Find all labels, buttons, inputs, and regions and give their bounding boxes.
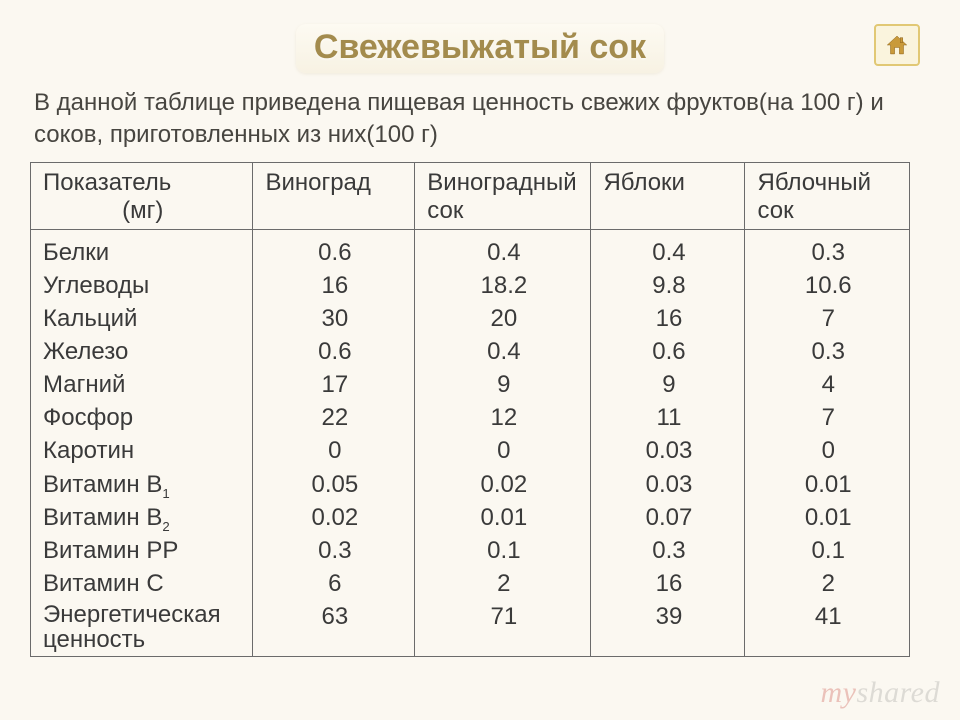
values-cell-3: 0.49.8160.69110.030.030.070.31639 [591, 229, 745, 657]
values-cell-2: 0.418.2200.491200.020.010.1271 [415, 229, 591, 657]
metric-label: Витамин С [43, 567, 242, 600]
watermark: myshared [820, 676, 940, 710]
table-value: 0 [497, 434, 510, 467]
table-value: 9.8 [652, 269, 685, 302]
table-value: 0.4 [487, 236, 520, 269]
table-value: 0 [822, 434, 835, 467]
header-metric: Показатель (мг) [31, 162, 253, 229]
table-value: 0.01 [805, 501, 852, 534]
table-value: 0.1 [812, 534, 845, 567]
header-col-3: Яблоки [591, 162, 745, 229]
subtitle: В данной таблице приведена пищевая ценно… [30, 87, 930, 152]
metric-label: Витамин В1 [43, 468, 242, 501]
table-value: 0.3 [812, 236, 845, 269]
table-value: 41 [815, 600, 842, 633]
table-value: 9 [497, 368, 510, 401]
table-value: 11 [657, 401, 682, 434]
page-title: Свежевыжатый сок [296, 24, 664, 73]
metric-label: Витамин В2 [43, 501, 242, 534]
table-value: 0 [328, 434, 341, 467]
table-value: 0.3 [318, 534, 351, 567]
metric-label: Белки [43, 236, 242, 269]
table-value: 0.01 [805, 468, 852, 501]
watermark-left: my [820, 676, 856, 709]
table-value: 0.6 [652, 335, 685, 368]
table-value: 0.02 [481, 468, 528, 501]
header-col-4: Яблочный сок [745, 162, 910, 229]
table-value: 0.03 [646, 434, 693, 467]
table-value: 0.3 [812, 335, 845, 368]
nutrition-table: Показатель (мг) Виноград Виноградный сок… [30, 162, 910, 658]
table-value: 0.02 [312, 501, 359, 534]
table-value: 10.6 [805, 269, 852, 302]
table-value: 17 [322, 368, 349, 401]
header-col-1: Виноград [253, 162, 415, 229]
metric-label: Кальций [43, 302, 242, 335]
values-cell-1: 0.616300.6172200.050.020.3663 [253, 229, 415, 657]
header-metric-label: Показатель [43, 169, 171, 196]
table-value: 0.6 [318, 236, 351, 269]
values-cell-4: 0.310.670.34700.010.010.1241 [745, 229, 910, 657]
table-value: 2 [822, 567, 835, 600]
table-value: 0.4 [487, 335, 520, 368]
table-value: 30 [322, 302, 349, 335]
table-value: 0.3 [652, 534, 685, 567]
table-value: 22 [322, 401, 349, 434]
title-container: Свежевыжатый сок [28, 24, 932, 73]
home-button[interactable] [874, 24, 920, 66]
header-col-2: Виноградный сок [415, 162, 591, 229]
table-value: 4 [822, 368, 835, 401]
table-value: 2 [497, 567, 510, 600]
table-value: 7 [822, 401, 835, 434]
table-value: 16 [656, 567, 683, 600]
metric-label: Каротин [43, 434, 242, 467]
table-value: 0.1 [487, 534, 520, 567]
watermark-right: shared [856, 676, 940, 709]
metric-label: Железо [43, 335, 242, 368]
table-value: 63 [322, 600, 349, 633]
table-value: 0.07 [646, 501, 693, 534]
metric-label: Энергетическая ценность [43, 600, 242, 652]
metric-label: Витамин РР [43, 534, 242, 567]
table-value: 0.4 [652, 236, 685, 269]
metric-label: Углеводы [43, 269, 242, 302]
table-value: 39 [656, 600, 683, 633]
table-value: 12 [491, 401, 518, 434]
table-value: 20 [491, 302, 518, 335]
table-value: 9 [662, 368, 675, 401]
table-value: 6 [328, 567, 341, 600]
table-value: 7 [822, 302, 835, 335]
table-header-row: Показатель (мг) Виноград Виноградный сок… [31, 162, 910, 229]
table-value: 0.03 [646, 468, 693, 501]
table-value: 16 [656, 302, 683, 335]
slide: Свежевыжатый сок В данной таблице привед… [0, 0, 960, 720]
metrics-cell: БелкиУглеводыКальцийЖелезоМагнийФосфорКа… [31, 229, 253, 657]
table-value: 16 [322, 269, 349, 302]
table-value: 0.05 [312, 468, 359, 501]
table-value: 0.01 [481, 501, 528, 534]
header-metric-unit: (мг) [43, 197, 242, 225]
table-value: 18.2 [481, 269, 528, 302]
table-value: 0.6 [318, 335, 351, 368]
metric-label: Магний [43, 368, 242, 401]
table-value: 71 [491, 600, 518, 633]
metric-label: Фосфор [43, 401, 242, 434]
house-icon [884, 33, 910, 57]
table-body-row: БелкиУглеводыКальцийЖелезоМагнийФосфорКа… [31, 229, 910, 657]
